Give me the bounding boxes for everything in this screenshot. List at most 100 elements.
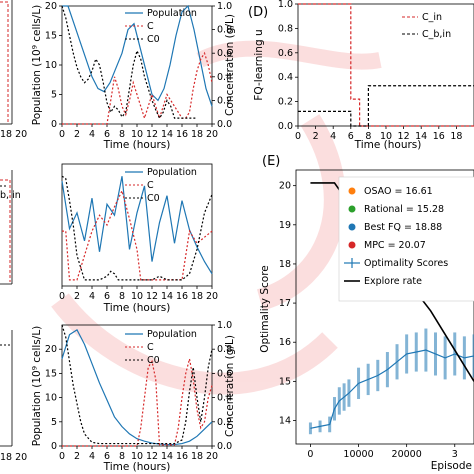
y-tick-label: 15 xyxy=(279,376,291,387)
left-fragment-top: 18 20 xyxy=(0,0,27,140)
x-tick-label: 10 xyxy=(131,291,143,302)
y-tick-label: 15 xyxy=(45,31,57,42)
y-tick-label: 0 xyxy=(51,119,57,130)
population-panel-2: 0 2 4 6 8 10 12 14 16 18 20 Time (hours) Populatio… xyxy=(59,163,218,314)
x-tick-label: 20 xyxy=(206,451,218,462)
y-tick-label: 20 xyxy=(279,181,291,192)
y2-tick-label: 0.0 xyxy=(217,119,232,130)
y-tick-labels: 0 5 10 15 20 xyxy=(45,344,62,452)
x-tick-label: 16 xyxy=(176,291,188,302)
y2-tick-label: 0.4 xyxy=(217,393,232,404)
y-tick-labels: 0.0 0.2 0.4 0.6 0.8 1.0 xyxy=(278,0,298,132)
x-tick-label: 20 xyxy=(206,129,218,140)
x-tick-label: 2 xyxy=(74,451,80,462)
legend-c: C xyxy=(147,342,154,353)
left-fragment-middle: b, in xyxy=(0,170,21,285)
series-lines xyxy=(308,182,474,435)
y2-tick-labels: 0.0 0.2 0.4 0.6 0.8 1.0 xyxy=(212,1,232,130)
x-tick-label: 18 xyxy=(450,131,462,142)
series-line-population xyxy=(61,176,213,275)
y-tick-labels: 0 5 10 15 20 xyxy=(45,1,62,130)
y2-tick-label: 0.8 xyxy=(217,25,232,36)
y2-axis-label: Concentration (g/L) xyxy=(224,14,236,116)
y-tick-label: 10 xyxy=(45,60,57,71)
left-fragment-bottom: 18 20 xyxy=(0,330,27,463)
y2-tick-label: 1.0 xyxy=(217,320,232,331)
legend-c: C xyxy=(147,180,154,191)
y-tick-label: 0 xyxy=(51,441,57,452)
x-tick-label: 14 xyxy=(161,451,173,462)
legend-mpc-dot xyxy=(348,241,356,249)
legend-c0: C0 xyxy=(147,193,160,204)
x-tick-label: 0 xyxy=(59,291,65,302)
x-tick-labels: 0 2 4 6 8 10 12 14 16 18 xyxy=(295,126,462,142)
y-tick-label: 20 xyxy=(45,344,57,355)
panel-label-d: (D) xyxy=(248,5,268,20)
y-tick-labels: 14 15 16 17 18 19 20 xyxy=(279,181,296,427)
x-tick-label: 6 xyxy=(104,129,110,140)
legend-cin: C_in xyxy=(422,12,442,23)
series-lines xyxy=(61,175,213,281)
x-tick-label: 2 xyxy=(74,129,80,140)
legend: Population C C0 xyxy=(125,329,197,366)
legend-osao: OSAO = 16.61 xyxy=(364,186,433,197)
x-tick-labels: 0 2 4 6 8 10 12 14 16 18 20 xyxy=(59,124,218,140)
x-axis-label: Time (hours) xyxy=(103,139,171,151)
x-tick-label: 14 xyxy=(161,291,173,302)
y-tick-label: 0.6 xyxy=(278,48,293,59)
y-axis-label: Population (10⁹ cells/L) xyxy=(31,326,43,447)
x-axis-label: Episode xyxy=(431,460,472,472)
x-tick-label: 2 xyxy=(313,131,319,142)
legend-best-fq: Best FQ = 18.88 xyxy=(364,222,442,233)
x-tick-label: 0 xyxy=(295,131,301,142)
legend-box xyxy=(338,176,474,302)
left-fragment-ticks-top: 18 20 xyxy=(0,129,27,140)
legend-population: Population xyxy=(147,8,197,19)
x-tick-label: 10 xyxy=(131,451,143,462)
y-tick-label: 0.4 xyxy=(278,72,293,83)
y-tick-label: 17 xyxy=(279,298,291,309)
legend: C_in C_b,in xyxy=(402,12,451,40)
x-tick-label: 12 xyxy=(146,129,158,140)
x-tick-label: 8 xyxy=(119,291,125,302)
x-tick-label: 6 xyxy=(104,451,110,462)
series-line-c-b-in xyxy=(298,85,474,127)
x-tick-label: 10000 xyxy=(343,449,373,460)
x-axis-label: Time (hours) xyxy=(354,139,422,151)
x-tick-labels: 0 2 4 6 8 10 12 14 16 18 20 xyxy=(59,286,218,302)
x-tick-label: 3 xyxy=(452,449,458,460)
legend-best-fq-dot xyxy=(348,223,356,231)
y-tick-label: 16 xyxy=(279,337,291,348)
y2-tick-label: 0.2 xyxy=(217,417,232,428)
y-axis-label: FQ-learning u xyxy=(253,29,265,100)
x-tick-label: 6 xyxy=(104,291,110,302)
legend-cbin: C_b,in xyxy=(422,29,451,40)
y-tick-label: 10 xyxy=(45,393,57,404)
x-tick-labels: 0 2 4 6 8 10 12 14 16 18 20 xyxy=(59,446,218,462)
plot-frame xyxy=(295,169,474,445)
fq-learning-panel: 0 2 4 6 8 10 12 14 16 18 0.0 0.2 0.4 0.6 0.8 1.0 (D) F… xyxy=(248,0,474,151)
legend-population: Population xyxy=(147,167,197,178)
optimality-panel: 0 10000 20000 3 14 15 16 17 18 19 20 (E) Optimali… xyxy=(259,154,474,472)
x-axis-label: Time (hours) xyxy=(103,302,171,314)
y-tick-label: 0.0 xyxy=(278,121,293,132)
y-axis-label: Population (10⁹ cells/L) xyxy=(31,5,43,126)
x-tick-label: 16 xyxy=(176,451,188,462)
y2-tick-label: 0.0 xyxy=(217,441,232,452)
plot-frame xyxy=(61,163,213,287)
legend-c0: C0 xyxy=(147,34,160,45)
x-tick-label: 6 xyxy=(348,131,354,142)
series-line-population xyxy=(61,328,213,446)
series-line-c xyxy=(62,51,213,125)
x-tick-label: 4 xyxy=(89,291,95,302)
legend-optimality: Optimality Scores xyxy=(364,258,448,269)
y-tick-label: 19 xyxy=(279,220,291,231)
legend-population: Population xyxy=(147,329,197,340)
legend-c0: C0 xyxy=(147,355,160,366)
x-tick-label: 4 xyxy=(89,129,95,140)
y-tick-label: 0.2 xyxy=(278,97,293,108)
y2-tick-label: 0.6 xyxy=(217,48,232,59)
y2-tick-label: 0.4 xyxy=(217,72,232,83)
